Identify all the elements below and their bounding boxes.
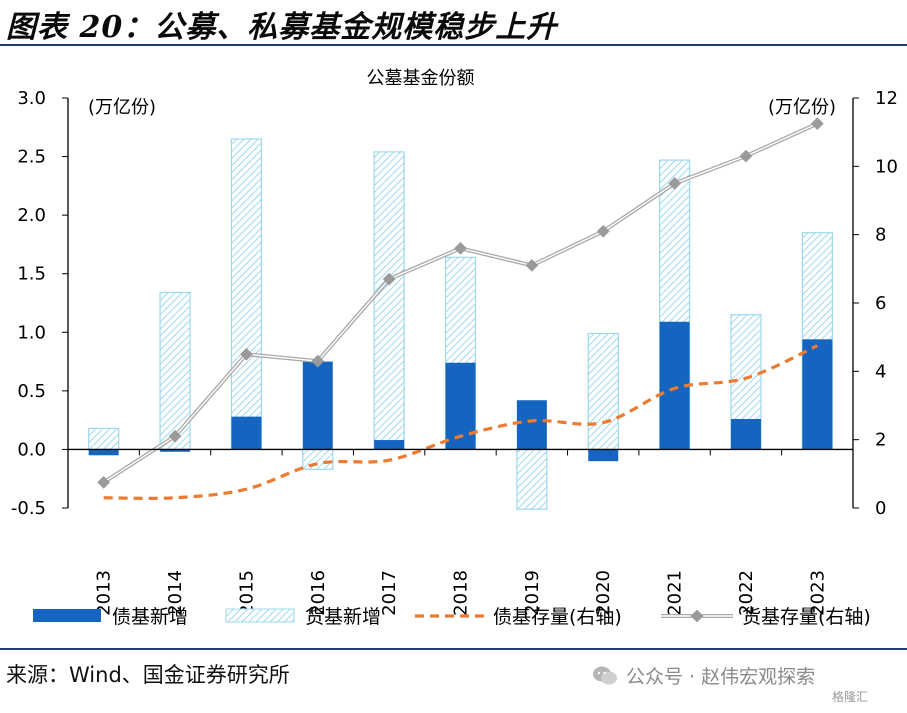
left-tick-label: 0.5	[17, 381, 46, 402]
bar-bond-new	[730, 418, 761, 450]
marker-money-stock	[97, 476, 111, 489]
bottom-rule	[0, 648, 907, 650]
line-bond-stock	[103, 344, 818, 500]
left-tick-label: 1.0	[17, 322, 46, 343]
legend-label-bond-stock: 债基存量(右轴)	[493, 606, 622, 628]
marker-money-stock	[739, 149, 753, 163]
marker-money-stock	[810, 117, 824, 130]
x-tick-label: 2021	[665, 570, 686, 616]
bar-bond-new	[231, 416, 262, 450]
chart: 公墓基金份额 (万亿份) (万亿份) -0.5 0.0 0.5 1.0 1.5 2.0 2.5 3.…	[11, 68, 898, 628]
x-tick-label: 2016	[308, 570, 329, 616]
left-tick-label: 3.0	[17, 88, 46, 109]
bar-money-new	[373, 151, 405, 451]
marker-money-stock	[382, 272, 396, 286]
x-tick-label: 2019	[522, 570, 543, 616]
legend-marker-money-stock	[690, 609, 704, 623]
bar-bond-new	[802, 339, 833, 450]
axes: 公墓基金份额 (万亿份) (万亿份) -0.5 0.0 0.5 1.0 1.5 2.0 2.5 3.…	[11, 68, 898, 616]
right-tick-label: 6	[875, 293, 886, 314]
marker-money-stock	[525, 259, 539, 272]
wechat-icon	[593, 666, 617, 684]
x-tick-label: 2015	[236, 570, 257, 616]
legend-label-bond-new: 债基新增	[112, 606, 188, 628]
left-tick-label: 0.0	[17, 439, 46, 460]
source-note: 来源：Wind、国金证券研究所	[6, 663, 290, 687]
left-tick-label: -0.5	[11, 498, 46, 519]
x-tick-label: 2018	[451, 570, 472, 616]
marker-money-stock	[168, 429, 182, 443]
watermark: 公众号 · 赵伟宏观探索	[592, 662, 815, 689]
legend-label-money-new: 货基新增	[305, 606, 381, 628]
x-tick-label: 2017	[379, 570, 400, 616]
bar-money-new	[88, 427, 120, 451]
watermark-logo: 格隆汇	[832, 690, 869, 704]
legend: 债基新增 货基新增 债基存量(右轴) 货基存量(右轴)	[33, 606, 871, 628]
bar-bond-new	[374, 440, 405, 450]
right-tick-label: 2	[875, 430, 886, 451]
bar-money-new	[587, 332, 619, 451]
bar-bond-new	[88, 449, 119, 456]
left-tick-label: 2.0	[17, 205, 46, 226]
legend-swatch-bond-new	[33, 609, 101, 622]
bar-bond-new	[302, 361, 333, 450]
marker-money-stock	[240, 347, 253, 361]
x-tick-label: 2023	[807, 570, 828, 616]
title-rule	[0, 44, 907, 46]
plot-area	[88, 117, 833, 510]
bar-money-new	[516, 448, 548, 510]
bar-money-new	[230, 138, 263, 451]
figure-title: 图表 20：公募、私募基金规模稳步上升	[6, 10, 558, 45]
bar-bond-new	[588, 449, 619, 462]
marker-money-stock	[311, 354, 325, 368]
right-tick-label: 12	[875, 88, 898, 109]
watermark-text: 公众号 · 赵伟宏观探索	[626, 666, 816, 688]
marker-money-stock	[454, 241, 467, 255]
bar-money-new	[302, 448, 334, 470]
right-tick-label: 0	[875, 498, 886, 519]
left-tick-label: 1.5	[17, 264, 46, 285]
x-tick-label: 2022	[736, 570, 757, 616]
left-axis-unit: (万亿份)	[88, 97, 156, 118]
bar-bond-new	[160, 449, 191, 452]
right-tick-label: 4	[875, 361, 886, 382]
legend-swatch-money-new	[225, 608, 295, 623]
legend-label-money-stock: 货基存量(右轴)	[742, 606, 871, 628]
right-tick-label: 10	[875, 156, 898, 177]
right-axis-unit: (万亿份)	[768, 97, 836, 118]
x-tick-label: 2013	[94, 570, 115, 616]
bar-bond-new	[516, 400, 547, 450]
x-tick-label: 2020	[593, 570, 614, 616]
right-tick-label: 8	[875, 225, 886, 246]
x-tick-label: 2014	[165, 570, 186, 616]
chart-title: 公墓基金份额	[367, 68, 475, 89]
left-tick-label: 2.5	[17, 147, 46, 168]
